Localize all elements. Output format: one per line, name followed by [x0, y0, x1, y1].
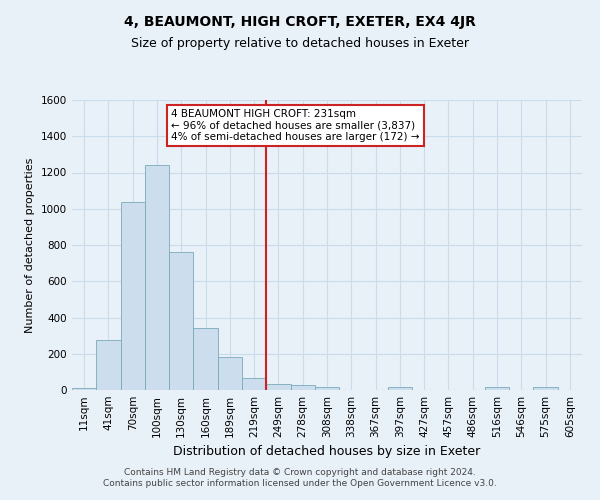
Bar	[315, 388, 339, 390]
Bar	[169, 252, 193, 390]
Bar	[533, 388, 558, 390]
Bar	[485, 388, 509, 390]
Bar	[388, 388, 412, 390]
Bar	[145, 165, 169, 390]
Bar	[193, 328, 218, 390]
Bar	[72, 388, 96, 390]
Bar	[218, 358, 242, 390]
X-axis label: Distribution of detached houses by size in Exeter: Distribution of detached houses by size …	[173, 446, 481, 458]
Y-axis label: Number of detached properties: Number of detached properties	[25, 158, 35, 332]
Bar	[290, 384, 315, 390]
Text: 4 BEAUMONT HIGH CROFT: 231sqm
← 96% of detached houses are smaller (3,837)
4% of: 4 BEAUMONT HIGH CROFT: 231sqm ← 96% of d…	[172, 108, 420, 142]
Bar	[121, 202, 145, 390]
Bar	[242, 378, 266, 390]
Bar	[96, 340, 121, 390]
Bar	[266, 384, 290, 390]
Text: Contains HM Land Registry data © Crown copyright and database right 2024.
Contai: Contains HM Land Registry data © Crown c…	[103, 468, 497, 487]
Text: Size of property relative to detached houses in Exeter: Size of property relative to detached ho…	[131, 38, 469, 51]
Text: 4, BEAUMONT, HIGH CROFT, EXETER, EX4 4JR: 4, BEAUMONT, HIGH CROFT, EXETER, EX4 4JR	[124, 15, 476, 29]
